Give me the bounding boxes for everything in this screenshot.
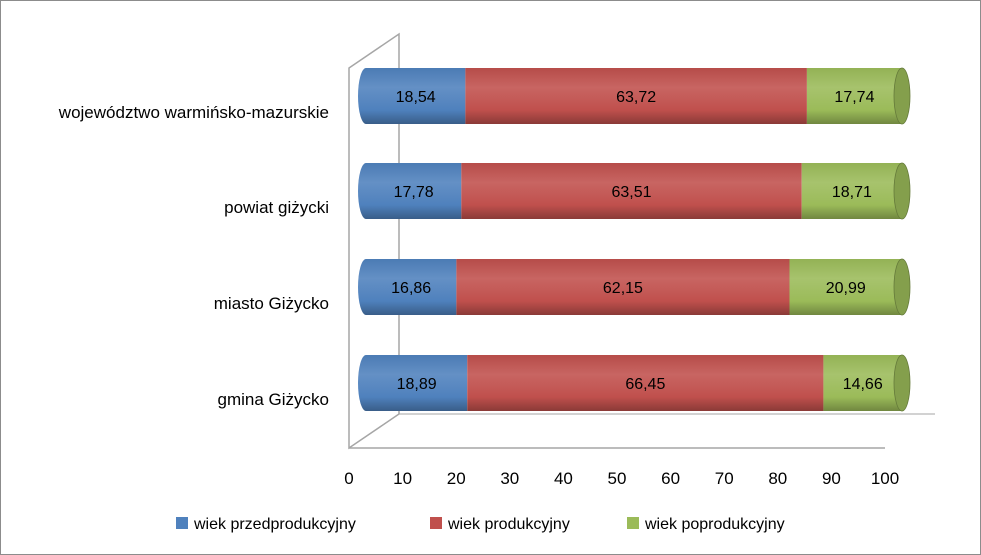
bars-group [358, 67, 911, 412]
x-tick-label: 40 [554, 469, 573, 488]
data-labels-group: 18,54 63,72 17,74 17,78 63,51 18,71 16,86 62,15… [391, 89, 883, 393]
x-tick-label: 80 [768, 469, 787, 488]
data-label: 62,15 [603, 280, 643, 297]
bar-segment [801, 163, 902, 219]
data-label: 17,78 [394, 184, 434, 201]
legend-label: wiek poprodukcyjny [644, 516, 785, 533]
data-label: 66,45 [625, 376, 665, 393]
bar-segment [789, 259, 902, 315]
category-label: gmina Giżycko [218, 390, 329, 409]
bar-segment [366, 68, 466, 124]
legend: wiek przedprodukcyjny wiek produkcyjny wie… [176, 516, 785, 533]
x-tick-label: 90 [822, 469, 841, 488]
x-tick-label: 30 [500, 469, 519, 488]
data-label: 16,86 [391, 280, 431, 297]
x-axis-ticks-group: 0 10 20 30 40 50 60 70 80 90 100 [344, 469, 899, 488]
legend-swatch [430, 517, 442, 529]
legend-swatch [176, 517, 188, 529]
category-label: województwo warmińsko-mazurskie [58, 103, 329, 122]
floor-back-edge [348, 413, 935, 449]
data-label: 18,71 [832, 184, 872, 201]
x-tick-label: 20 [447, 469, 466, 488]
bar-segment [461, 163, 802, 219]
bar-segment [366, 355, 468, 411]
bar-start-cap [358, 163, 374, 219]
data-label: 63,51 [611, 184, 651, 201]
x-tick-label: 70 [715, 469, 734, 488]
bar-segment [806, 68, 902, 124]
category-label: miasto Giżycko [214, 294, 329, 313]
bar-segment [823, 355, 902, 411]
bar-segment [465, 68, 807, 124]
bar-start-cap [358, 355, 374, 411]
bar-segment [366, 163, 462, 219]
bar-start-cap [358, 259, 374, 315]
chart-walls [348, 32, 935, 450]
bar-end-cap [893, 67, 911, 125]
x-tick-label: 60 [661, 469, 680, 488]
bar-segment [456, 259, 790, 315]
data-label: 18,54 [396, 89, 436, 106]
legend-label: wiek przedprodukcyjny [193, 516, 356, 533]
category-label: powiat giżycki [224, 198, 329, 217]
data-label: 17,74 [834, 89, 874, 106]
x-tick-label: 10 [393, 469, 412, 488]
x-tick-label: 50 [608, 469, 627, 488]
data-label: 63,72 [616, 89, 656, 106]
legend-label: wiek produkcyjny [447, 516, 570, 533]
data-label: 18,89 [397, 376, 437, 393]
legend-swatch [627, 517, 639, 529]
bar-end-cap [893, 162, 911, 220]
data-label: 14,66 [843, 376, 883, 393]
bar-segment [467, 355, 824, 411]
data-label: 20,99 [826, 280, 866, 297]
bar-end-cap [893, 258, 911, 316]
x-tick-label: 0 [344, 469, 353, 488]
bar-start-cap [358, 68, 374, 124]
x-tick-label: 100 [871, 469, 899, 488]
category-labels-group: województwo warmińsko-mazurskie powiat gi… [58, 103, 329, 409]
bar-end-cap [893, 354, 911, 412]
bar-segment [366, 259, 457, 315]
